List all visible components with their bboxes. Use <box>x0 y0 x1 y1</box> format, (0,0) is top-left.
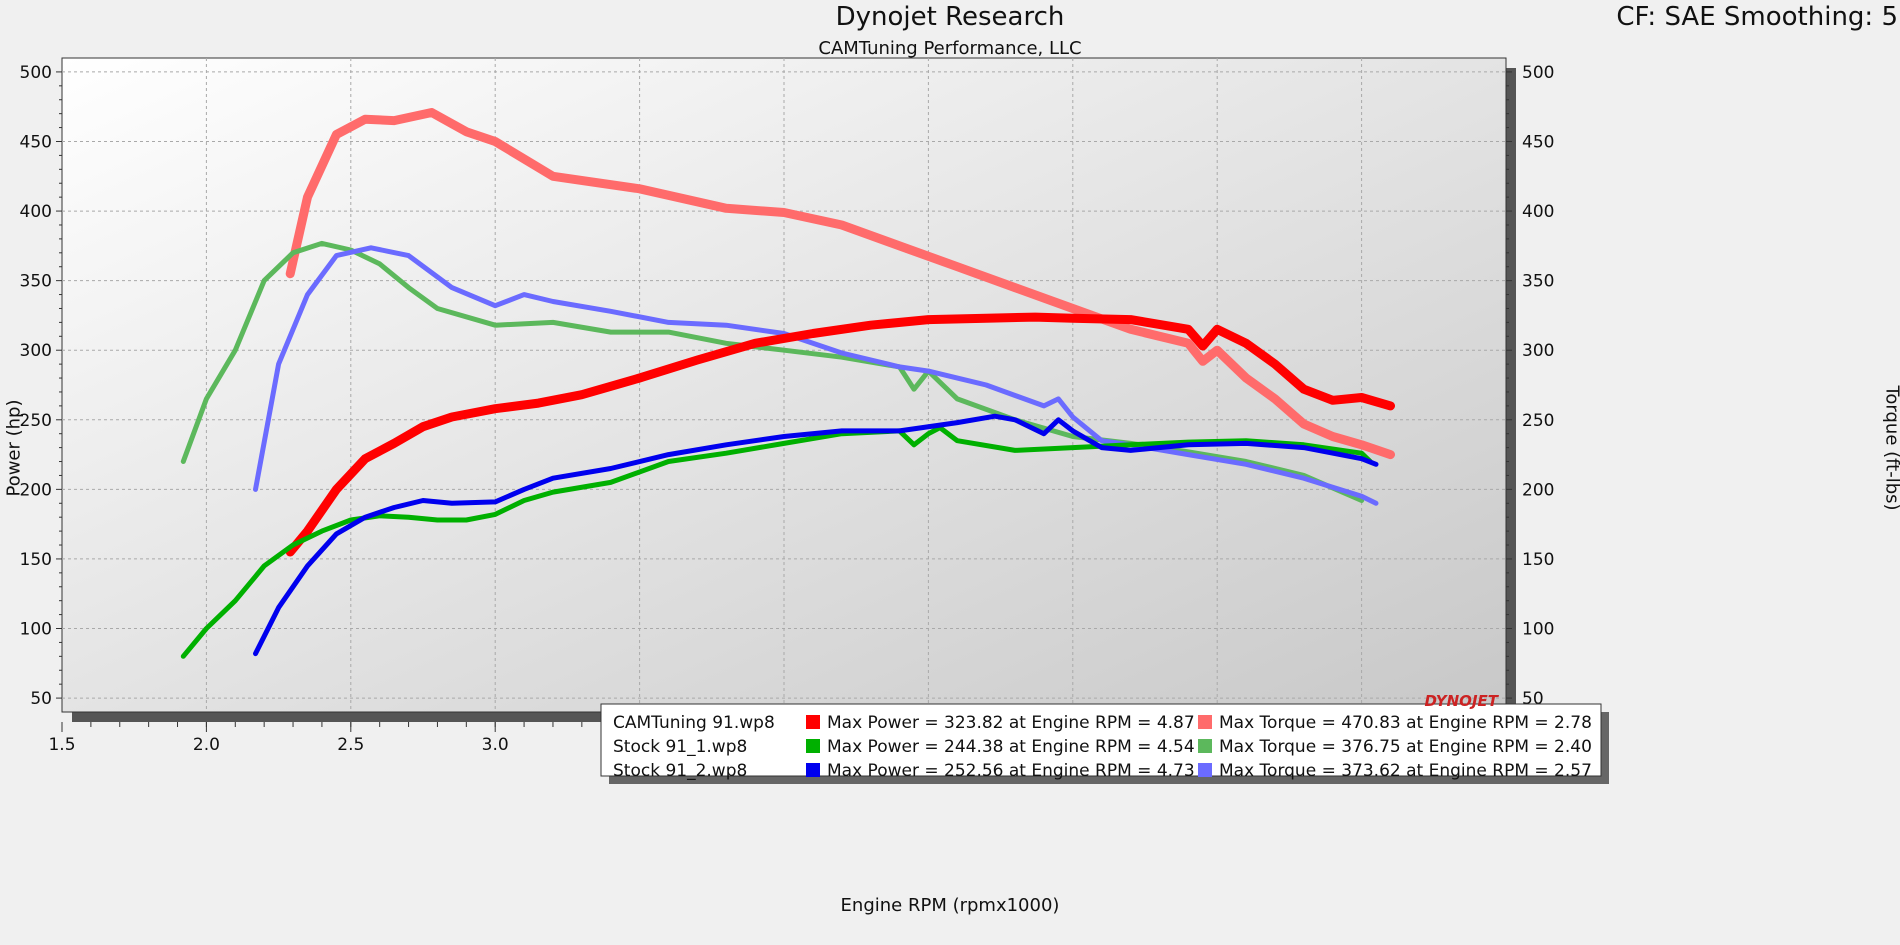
x-tick-label: 2.0 <box>193 735 220 755</box>
x-axis-label: Engine RPM (rpmx1000) <box>840 895 1060 916</box>
y-left-tick-label: 250 <box>20 411 52 431</box>
legend-max-power: Max Power = 323.82 at Engine RPM = 4.87 <box>827 713 1195 733</box>
x-tick-label: 3.0 <box>482 735 509 755</box>
legend-max-torque: Max Torque = 373.62 at Engine RPM = 2.57 <box>1219 761 1592 781</box>
x-tick-label: 1.5 <box>48 735 75 755</box>
y-left-tick-label: 300 <box>20 341 52 361</box>
y-left-tick-label: 200 <box>20 480 52 500</box>
y-right-tick-label: 150 <box>1522 550 1554 570</box>
y-left-tick-label: 150 <box>20 550 52 570</box>
series-line-3 <box>285 108 1395 460</box>
legend-power-swatch <box>806 763 820 777</box>
series-layer <box>180 108 1395 659</box>
y-left-tick-label: 350 <box>20 272 52 292</box>
y-left-tick-label: 500 <box>20 63 52 83</box>
dynojet-logo: DYNOJET <box>1424 692 1499 710</box>
correction-factor-label: CF: SAE Smoothing: 5 <box>1616 2 1898 32</box>
legend-max-torque: Max Torque = 470.83 at Engine RPM = 2.78 <box>1219 713 1592 733</box>
y-right-tick-label: 500 <box>1522 63 1554 83</box>
y-right-tick-label: 250 <box>1522 411 1554 431</box>
legend-power-swatch <box>806 739 820 753</box>
y-right-tick-label: 400 <box>1522 202 1554 222</box>
series-line-1 <box>180 425 1373 659</box>
y-left-tick-label: 50 <box>30 689 52 709</box>
legend: CAMTuning 91.wp8 Max Power = 323.82 at En… <box>600 703 1609 784</box>
series-line-2 <box>253 413 1379 657</box>
y-left-tick-label: 400 <box>20 202 52 222</box>
legend-file-name: CAMTuning 91.wp8 <box>613 713 775 733</box>
chart-title: Dynojet Research <box>835 2 1065 32</box>
legend-torque-swatch <box>1198 739 1212 753</box>
legend-max-power: Max Power = 244.38 at Engine RPM = 4.54 <box>827 737 1195 757</box>
y-right-tick-label: 300 <box>1522 341 1554 361</box>
legend-file-name: Stock 91_2.wp8 <box>613 761 747 781</box>
legend-max-power: Max Power = 252.56 at Engine RPM = 4.73 <box>827 761 1195 781</box>
axes: 1.52.02.53.03.54.04.55.05.56.06.55050100… <box>20 63 1555 755</box>
legend-torque-swatch <box>1198 763 1212 777</box>
legend-box <box>600 703 1602 777</box>
y-left-tick-label: 450 <box>20 132 52 152</box>
legend-max-torque: Max Torque = 376.75 at Engine RPM = 2.40 <box>1219 737 1592 757</box>
x-tick-label: 2.5 <box>337 735 364 755</box>
y-left-tick-label: 100 <box>20 620 52 640</box>
chart-subtitle: CAMTuning Performance, LLC <box>818 38 1082 59</box>
y-right-tick-label: 350 <box>1522 272 1554 292</box>
y-right-tick-label: 450 <box>1522 132 1554 152</box>
legend-torque-swatch <box>1198 715 1212 729</box>
legend-file-name: Stock 91_1.wp8 <box>613 737 747 757</box>
series-line-0 <box>285 312 1395 557</box>
y-right-tick-label: 100 <box>1522 620 1554 640</box>
y-right-tick-label: 200 <box>1522 480 1554 500</box>
legend-power-swatch <box>806 715 820 729</box>
